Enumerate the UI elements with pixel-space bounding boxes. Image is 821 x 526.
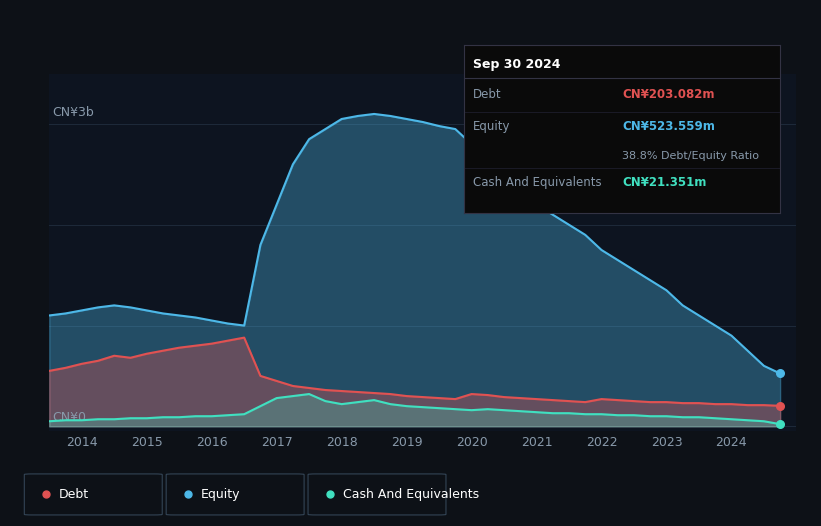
Text: Equity: Equity — [201, 488, 241, 501]
Text: Equity: Equity — [474, 120, 511, 134]
Text: Cash And Equivalents: Cash And Equivalents — [474, 176, 602, 189]
FancyBboxPatch shape — [166, 474, 304, 515]
Text: CN¥3b: CN¥3b — [53, 106, 94, 119]
Point — [773, 420, 787, 428]
Point — [773, 402, 787, 410]
Text: CN¥21.351m: CN¥21.351m — [622, 176, 706, 189]
Text: CN¥0: CN¥0 — [53, 411, 86, 424]
Text: CN¥203.082m: CN¥203.082m — [622, 88, 714, 102]
Text: Cash And Equivalents: Cash And Equivalents — [342, 488, 479, 501]
FancyBboxPatch shape — [308, 474, 446, 515]
Text: Debt: Debt — [59, 488, 89, 501]
FancyBboxPatch shape — [25, 474, 163, 515]
Text: CN¥523.559m: CN¥523.559m — [622, 120, 715, 134]
Text: Debt: Debt — [474, 88, 502, 102]
Text: 38.8% Debt/Equity Ratio: 38.8% Debt/Equity Ratio — [622, 151, 759, 161]
Text: Sep 30 2024: Sep 30 2024 — [474, 58, 561, 71]
Point — [773, 369, 787, 378]
